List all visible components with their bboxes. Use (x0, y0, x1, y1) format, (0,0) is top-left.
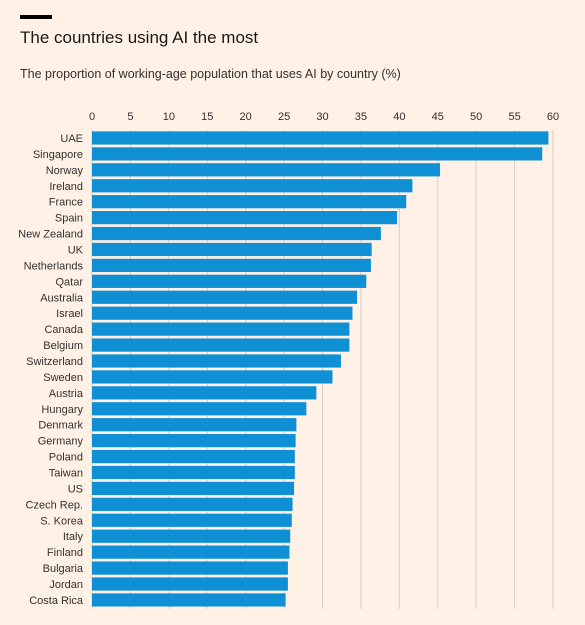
bar (92, 497, 293, 511)
category-label: France (49, 197, 83, 209)
category-label: Israel (56, 308, 83, 320)
category-label: Denmark (38, 420, 83, 432)
category-label: Jordan (49, 579, 83, 591)
category-label: Austria (49, 388, 84, 400)
category-label: US (68, 483, 83, 495)
accent-bar (20, 15, 52, 19)
bar (92, 449, 295, 464)
category-labels: UAE Singapore Norway Ireland France Spain New … (18, 133, 84, 607)
bar (92, 386, 317, 400)
gridlines (91, 130, 554, 609)
bar (92, 577, 288, 591)
bar (92, 211, 398, 225)
bar (92, 434, 296, 448)
x-tick-label: 60 (547, 111, 559, 123)
bar (92, 147, 543, 161)
category-label: Singapore (33, 149, 83, 161)
bar (92, 195, 407, 209)
category-label: Bulgaria (43, 563, 84, 575)
bar (92, 322, 350, 336)
category-label: Sweden (43, 372, 83, 384)
category-label: Ireland (49, 181, 83, 193)
category-label: Finland (47, 547, 83, 559)
x-tick-label: 15 (201, 111, 213, 123)
category-label: Costa Rica (29, 595, 84, 607)
x-tick-label: 25 (278, 111, 290, 123)
bar (92, 481, 295, 496)
bar (92, 529, 291, 543)
category-label: Hungary (41, 404, 83, 416)
x-tick-label: 5 (127, 111, 133, 123)
category-label: S. Korea (40, 515, 84, 527)
bar (92, 402, 307, 416)
category-label: Canada (44, 324, 83, 336)
x-tick-label: 0 (89, 111, 95, 123)
bar (92, 593, 286, 607)
bar (92, 513, 292, 527)
x-axis-ticks: 0 5 10 15 20 25 30 35 40 45 50 55 60 (89, 111, 559, 123)
x-tick-label: 40 (393, 111, 405, 123)
bar (92, 338, 350, 352)
category-label: UAE (60, 133, 83, 145)
bar (92, 274, 367, 288)
bar (92, 354, 341, 368)
bar (92, 163, 441, 177)
chart-subtitle: The proportion of working-age population… (20, 67, 401, 81)
category-label: Germany (38, 436, 84, 448)
bar (92, 306, 353, 320)
x-tick-label: 10 (163, 111, 175, 123)
bar (92, 418, 297, 432)
category-label: UK (68, 244, 84, 256)
x-tick-label: 20 (240, 111, 252, 123)
category-label: Netherlands (24, 260, 84, 272)
category-label: Czech Rep. (26, 499, 83, 511)
category-label: Belgium (43, 340, 83, 352)
bar (92, 258, 371, 273)
x-tick-label: 55 (508, 111, 520, 123)
x-tick-label: 50 (470, 111, 482, 123)
bars (92, 131, 549, 607)
category-label: Spain (55, 213, 83, 225)
bar (92, 179, 413, 193)
x-tick-label: 45 (432, 111, 444, 123)
category-label: Italy (63, 531, 84, 543)
bar (92, 131, 549, 145)
chart-title: The countries using AI the most (20, 28, 259, 47)
bar (92, 545, 290, 559)
category-label: New Zealand (18, 229, 83, 241)
x-tick-label: 30 (316, 111, 328, 123)
category-label: Switzerland (26, 356, 83, 368)
bar (92, 370, 333, 384)
x-tick-label: 35 (355, 111, 367, 123)
category-label: Australia (40, 292, 84, 304)
bar (92, 242, 372, 257)
category-label: Qatar (55, 276, 83, 288)
bar (92, 290, 358, 304)
bar (92, 561, 288, 575)
category-label: Poland (49, 452, 83, 464)
category-label: Taiwan (49, 467, 83, 479)
bar (92, 465, 295, 480)
category-label: Norway (46, 165, 84, 177)
bar (92, 226, 381, 241)
